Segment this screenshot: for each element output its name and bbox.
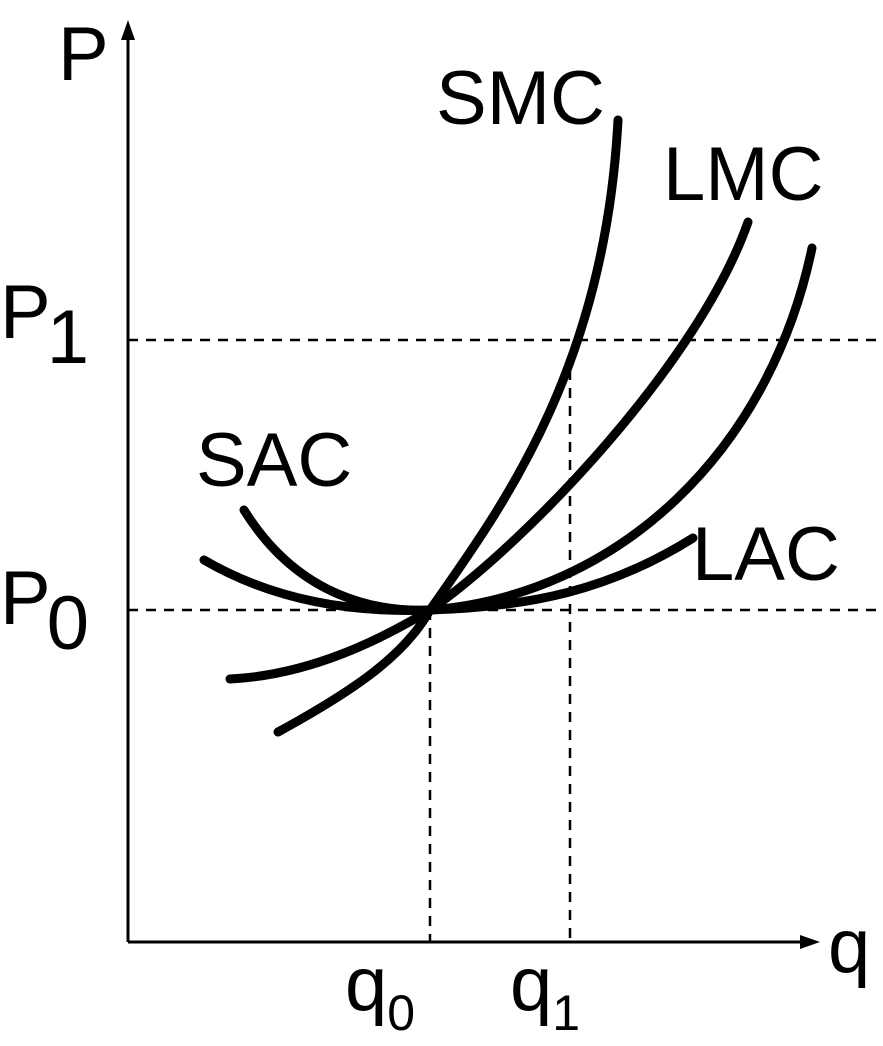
lac-label: LAC — [692, 512, 840, 597]
q1-label-subscript: 1 — [552, 985, 580, 1041]
lac-curve — [199, 533, 698, 615]
y-axis-label: P — [58, 12, 109, 97]
x-axis-arrowhead — [800, 935, 820, 949]
p1-label-base: P — [0, 270, 51, 355]
p1-label-subscript: 1 — [47, 295, 89, 380]
p0-label-base: P — [0, 556, 51, 641]
q0-label-base: q — [345, 942, 387, 1027]
x-axis-label: q — [828, 904, 870, 989]
q0-label-subscript: 0 — [387, 985, 415, 1041]
lmc-curve — [225, 217, 753, 684]
lmc-label: LMC — [663, 132, 823, 217]
smc-label: SMC — [436, 56, 605, 141]
p0-label-subscript: 0 — [47, 581, 89, 666]
p1-label: P1 — [0, 270, 89, 380]
sac-label: SAC — [196, 418, 352, 503]
q0-label: q0 — [345, 942, 415, 1041]
p0-label: P0 — [0, 556, 89, 666]
y-axis-arrowhead — [121, 20, 135, 40]
smc-curve — [273, 115, 623, 737]
q1-label-base: q — [510, 942, 552, 1027]
q1-label: q1 — [510, 942, 580, 1041]
sac-curve — [239, 243, 817, 615]
